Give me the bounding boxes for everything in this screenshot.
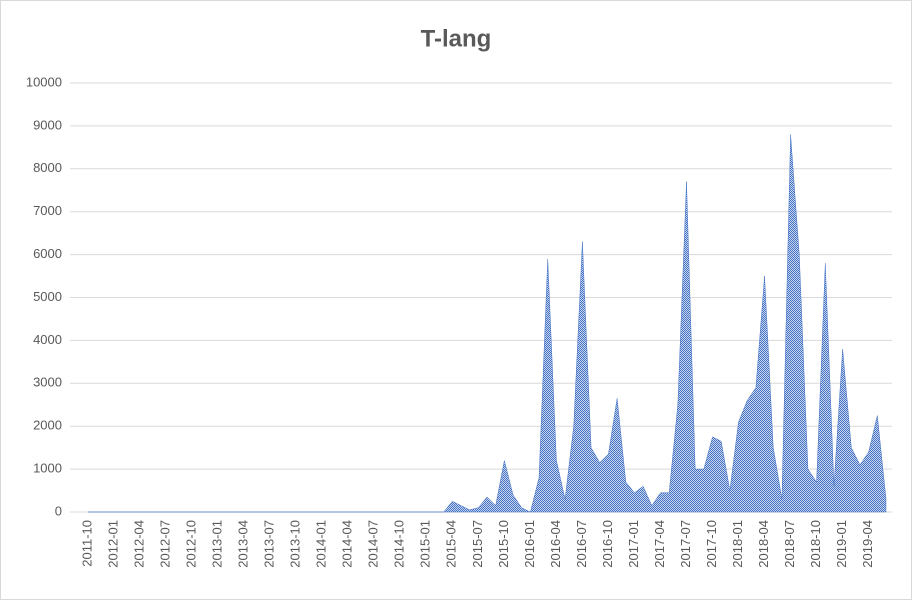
x-tick-label: 2014-04	[340, 520, 355, 568]
x-tick-label: 2015-10	[496, 520, 511, 568]
x-tick-label: 2015-07	[470, 520, 485, 568]
x-tick-label: 2011-10	[79, 520, 94, 567]
x-tick-label: 2019-01	[834, 520, 849, 568]
x-tick-label: 2014-01	[314, 520, 329, 568]
x-tick-label: 2016-10	[600, 520, 615, 568]
y-tick-label: 9000	[33, 117, 62, 132]
y-tick-label: 3000	[33, 375, 62, 390]
x-tick-label: 2018-07	[782, 520, 797, 568]
x-tick-label: 2016-01	[522, 520, 537, 568]
x-tick-label: 2016-07	[574, 520, 589, 568]
x-tick-label: 2016-04	[548, 520, 563, 568]
y-tick-label: 0	[55, 503, 62, 518]
area	[88, 134, 887, 513]
x-tick-label: 2017-07	[678, 520, 693, 568]
x-tick-label: 2014-07	[366, 520, 381, 568]
x-tick-label: 2014-10	[392, 520, 407, 568]
y-tick-label: 10000	[26, 74, 62, 89]
x-tick-label: 2013-01	[210, 520, 225, 568]
x-tick-label: 2018-01	[730, 520, 745, 568]
x-tick-label: 2018-04	[756, 520, 771, 568]
y-tick-label: 7000	[33, 203, 62, 218]
x-tick-label: 2012-07	[158, 520, 173, 568]
x-tick-label: 2017-04	[652, 520, 667, 568]
x-tick-label: 2013-07	[262, 520, 277, 568]
x-tick-label: 2015-04	[444, 520, 459, 568]
x-tick-label: 2012-04	[131, 520, 146, 568]
y-tick-label: 5000	[33, 289, 62, 304]
x-tick-label: 2019-04	[860, 520, 875, 568]
y-tick-label: 4000	[33, 332, 62, 347]
y-tick-label: 2000	[33, 418, 62, 433]
x-tick-label: 2013-10	[288, 520, 303, 568]
x-tick-label: 2017-01	[626, 520, 641, 568]
y-tick-label: 8000	[33, 160, 62, 175]
chart-title: T-lang	[421, 25, 492, 52]
y-tick-label: 6000	[33, 246, 62, 261]
x-tick-label: 2017-10	[704, 520, 719, 568]
x-tick-label: 2015-01	[418, 520, 433, 568]
x-tick-label: 2013-04	[236, 520, 251, 568]
y-tick-label: 1000	[33, 461, 62, 476]
x-tick-label: 2012-01	[105, 520, 120, 568]
x-tick-label: 2012-10	[184, 520, 199, 568]
x-tick-label: 2018-10	[808, 520, 823, 568]
